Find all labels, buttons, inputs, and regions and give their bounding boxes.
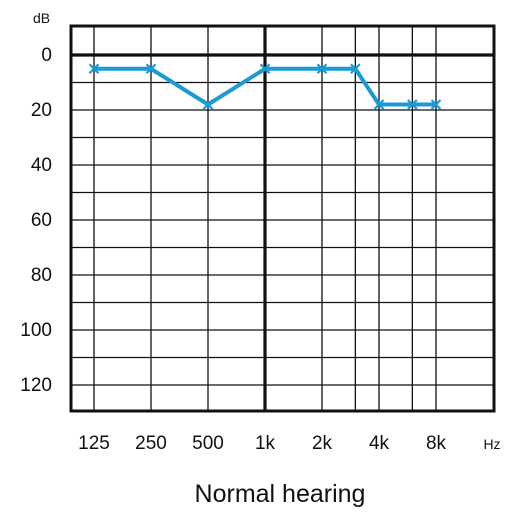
data-point-x-marker	[202, 99, 214, 110]
x-tick-label: 250	[135, 433, 167, 454]
marker-stroke	[88, 63, 100, 75]
data-point-x-marker	[316, 63, 328, 75]
x-tick-label: 125	[78, 433, 110, 454]
x-tick-label: 2k	[312, 433, 333, 454]
x-tick-label: 8k	[426, 433, 447, 454]
y-tick-label: 80	[31, 265, 52, 286]
y-tick-label: 60	[31, 210, 52, 231]
y-tick-label: 0	[41, 45, 52, 66]
x-tick-label: 500	[192, 433, 224, 454]
marker-stroke	[316, 63, 328, 75]
series	[88, 63, 442, 110]
chart-caption: Normal hearing	[195, 480, 366, 508]
marker-stroke	[407, 99, 418, 110]
y-tick-label: 40	[31, 155, 52, 176]
marker-stroke	[350, 63, 361, 75]
y-tick-label: 20	[31, 100, 52, 121]
data-point-x-marker	[259, 63, 271, 75]
marker-stroke	[202, 99, 214, 110]
data-point-x-marker	[407, 99, 418, 110]
marker-stroke	[373, 99, 385, 110]
x-axis-unit-label: Hz	[483, 436, 500, 452]
x-tick-label: 4k	[369, 433, 390, 454]
data-point-x-marker	[430, 99, 442, 110]
marker-stroke	[430, 99, 442, 110]
plot-frame	[69, 24, 496, 413]
data-point-x-marker	[373, 99, 385, 110]
grid	[71, 26, 494, 411]
marker-stroke	[145, 63, 157, 75]
data-point-x-marker	[88, 63, 100, 75]
y-tick-label: 120	[20, 375, 52, 396]
plot-border	[69, 24, 496, 413]
axes: dB Hz 0 20 40 60 80 100 120 125 250 500 1k 2k 4k 8k	[20, 10, 500, 454]
y-axis-unit-label: dB	[33, 10, 50, 26]
x-tick-label: 1k	[255, 433, 276, 454]
marker-stroke	[259, 63, 271, 75]
data-point-x-marker	[350, 63, 361, 75]
y-tick-label: 100	[20, 320, 52, 341]
data-point-x-marker	[145, 63, 157, 75]
